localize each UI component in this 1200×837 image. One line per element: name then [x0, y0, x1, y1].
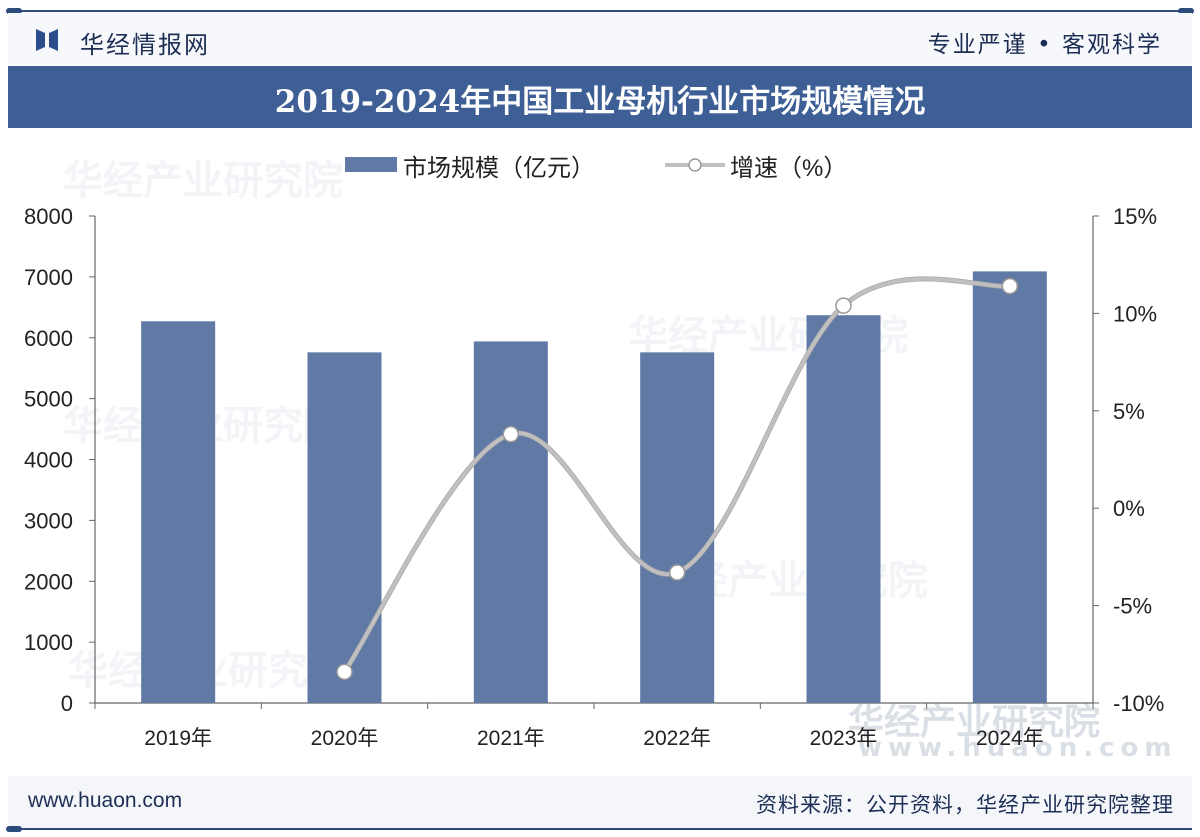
bar-2024年	[972, 271, 1047, 703]
left-axis-tick-label: 7000	[24, 265, 73, 290]
right-axis-tick-label: 10%	[1113, 301, 1157, 326]
bottom-frame-line	[8, 828, 1192, 830]
growth-point	[336, 663, 353, 681]
legend-bar-swatch	[345, 157, 397, 172]
frame-cap	[6, 826, 22, 832]
right-axis-tick-label: 0%	[1113, 496, 1145, 521]
bar-2021年	[473, 341, 548, 703]
growth-point	[835, 297, 852, 314]
growth-line	[336, 276, 1019, 681]
footer-source: 资料来源：公开资料，华经产业研究院整理	[756, 793, 1174, 817]
left-axis-tick-label: 2000	[24, 569, 73, 594]
left-axis-tick-label: 5000	[24, 387, 73, 412]
left-axis-tick-label: 3000	[24, 508, 73, 533]
x-axis-label: 2023年	[810, 727, 878, 750]
footer: www.huaon.com 资料来源：公开资料，华经产业研究院整理	[8, 776, 1192, 828]
x-axis-label: 2021年	[477, 727, 545, 750]
frame-cap	[6, 8, 22, 14]
growth-point	[668, 564, 686, 581]
growth-point	[502, 425, 520, 443]
bar-2023年	[806, 315, 881, 703]
axes: 0 1000 2000 3000 4000 5000 6000 7000 8000 -10% -5%…	[24, 204, 1164, 716]
right-axis-tick-label: 5%	[1113, 399, 1145, 424]
x-axis-label: 2024年	[976, 727, 1044, 750]
legend-label-bar: 市场规模（亿元）	[403, 155, 595, 182]
chart-title: 2019-2024年中国工业母机行业市场规模情况	[274, 84, 926, 120]
frame-cap	[1178, 8, 1194, 14]
footer-url[interactable]: www.huaon.com	[28, 789, 183, 812]
brand-name: 华经情报网	[80, 31, 210, 59]
left-axis-tick-label: 6000	[24, 326, 73, 351]
legend: 市场规模（亿元） 增速（%）	[345, 155, 847, 182]
legend-label-line: 增速（%）	[730, 155, 847, 182]
growth-point	[1001, 277, 1019, 295]
left-axis-tick-label: 4000	[24, 448, 73, 473]
right-axis-tick-label: -5%	[1113, 594, 1152, 619]
x-axis-label: 2020年	[311, 727, 379, 750]
bar-2022年	[640, 352, 715, 703]
left-axis-tick-label: 1000	[24, 630, 73, 655]
title-bar: 2019-2024年中国工业母机行业市场规模情况	[8, 66, 1192, 128]
brand-logo-icon	[36, 29, 58, 51]
x-axis-label: 2022年	[643, 727, 711, 750]
right-axis-tick-label: 15%	[1113, 204, 1157, 229]
legend-line-marker	[688, 158, 702, 172]
slogan: 专业严谨 • 客观科学	[927, 32, 1162, 58]
left-axis-tick-label: 8000	[24, 204, 73, 229]
x-axis-labels: 2019年 2020年 2021年 2022年 2023年 2024年	[144, 727, 1043, 750]
bar-2020年	[307, 352, 382, 703]
bar-2019年	[141, 321, 216, 703]
bars	[141, 271, 1047, 703]
header: 华经情报网 专业严谨 • 客观科学	[8, 13, 1192, 65]
x-axis-label: 2019年	[144, 727, 212, 750]
right-axis-tick-label: -10%	[1113, 691, 1164, 716]
left-axis-tick-label: 0	[61, 691, 73, 716]
top-frame-line	[8, 10, 1192, 12]
